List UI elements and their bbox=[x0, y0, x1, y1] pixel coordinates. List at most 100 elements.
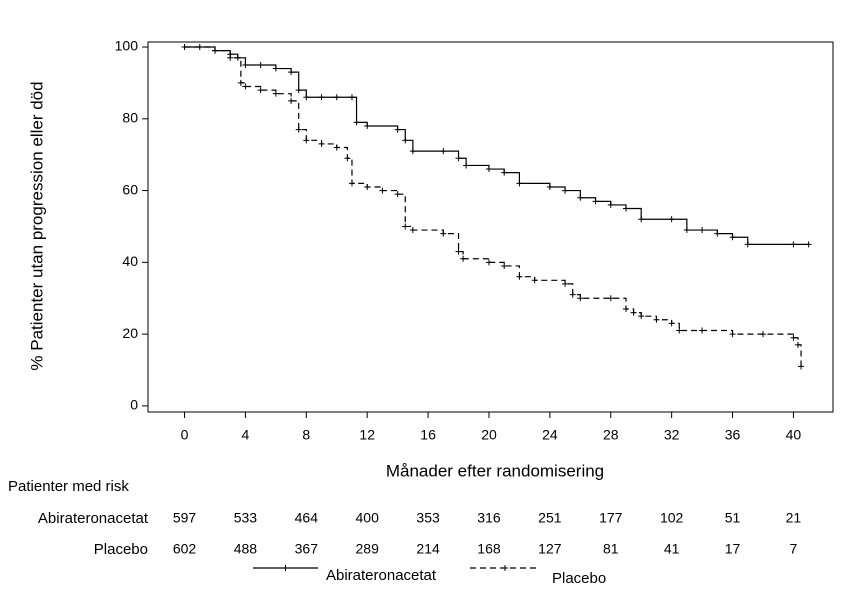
censor-mark bbox=[379, 187, 386, 194]
censor-mark bbox=[546, 183, 553, 190]
risk-count: 597 bbox=[173, 510, 197, 526]
censor-mark bbox=[237, 79, 244, 86]
censor-mark bbox=[242, 83, 249, 90]
censor-mark bbox=[318, 94, 325, 101]
censor-mark bbox=[805, 241, 812, 248]
x-tick-label: 40 bbox=[786, 427, 802, 443]
censor-mark bbox=[622, 205, 629, 212]
censor-mark bbox=[569, 291, 576, 298]
risk-count: 168 bbox=[477, 541, 501, 557]
censor-mark bbox=[501, 262, 508, 269]
y-tick-label: 100 bbox=[115, 38, 139, 54]
risk-count: 81 bbox=[603, 541, 619, 557]
censor-mark bbox=[638, 216, 645, 223]
censor-mark bbox=[531, 277, 538, 284]
risk-count: 127 bbox=[538, 541, 562, 557]
censor-mark bbox=[257, 61, 264, 68]
risk-count: 289 bbox=[356, 541, 380, 557]
censor-mark bbox=[638, 313, 645, 320]
censor-mark bbox=[333, 94, 340, 101]
censor-mark bbox=[257, 87, 264, 94]
censor-mark bbox=[516, 180, 523, 187]
x-tick-label: 24 bbox=[542, 427, 558, 443]
censor-mark bbox=[181, 44, 188, 51]
censor-mark bbox=[798, 363, 805, 370]
risk-count: 51 bbox=[725, 510, 741, 526]
censor-mark bbox=[455, 155, 462, 162]
censor-mark bbox=[790, 241, 797, 248]
risk-count: 102 bbox=[660, 510, 684, 526]
legend-marker bbox=[282, 565, 289, 571]
x-tick-label: 0 bbox=[181, 427, 189, 443]
risk-count: 316 bbox=[477, 510, 501, 526]
censor-mark bbox=[440, 230, 447, 237]
risk-table-title: Patienter med risk bbox=[8, 478, 129, 495]
x-tick-label: 36 bbox=[725, 427, 741, 443]
survival-line bbox=[184, 46, 802, 367]
x-tick-label: 20 bbox=[481, 427, 497, 443]
x-tick-label: 4 bbox=[242, 427, 250, 443]
risk-count: 214 bbox=[416, 541, 440, 557]
censor-mark bbox=[790, 334, 797, 341]
risk-count: 464 bbox=[295, 510, 319, 526]
censor-mark bbox=[353, 119, 360, 126]
risk-count: 533 bbox=[234, 510, 258, 526]
censor-mark bbox=[653, 316, 660, 323]
censor-mark bbox=[562, 187, 569, 194]
censor-mark bbox=[699, 227, 706, 234]
censor-mark bbox=[211, 47, 218, 54]
risk-count: 400 bbox=[356, 510, 380, 526]
risk-count: 602 bbox=[173, 541, 197, 557]
x-tick-label: 16 bbox=[420, 427, 436, 443]
censor-mark bbox=[295, 126, 302, 133]
censor-mark bbox=[364, 183, 371, 190]
y-tick-label: 0 bbox=[130, 397, 138, 413]
censor-mark bbox=[607, 295, 614, 302]
censor-mark bbox=[303, 137, 310, 144]
censor-mark bbox=[668, 320, 675, 327]
legend-label: Placebo bbox=[552, 570, 606, 587]
censor-mark bbox=[577, 295, 584, 302]
censor-mark bbox=[303, 94, 310, 101]
risk-count: 7 bbox=[790, 541, 798, 557]
risk-count: 17 bbox=[725, 541, 741, 557]
censor-mark bbox=[630, 309, 637, 316]
y-axis-label: % Patienter utan progression eller död bbox=[27, 81, 46, 370]
censor-mark bbox=[409, 227, 416, 234]
censor-mark bbox=[402, 223, 409, 230]
censor-mark bbox=[394, 126, 401, 133]
censor-mark bbox=[288, 69, 295, 76]
legend-marker bbox=[502, 565, 508, 571]
y-tick-label: 20 bbox=[122, 325, 138, 341]
x-axis-label: Månader efter randomisering bbox=[386, 461, 604, 480]
censor-mark bbox=[295, 87, 302, 94]
censor-mark bbox=[622, 306, 629, 313]
censor-mark bbox=[485, 259, 492, 266]
risk-count: 41 bbox=[664, 541, 680, 557]
censor-mark bbox=[699, 327, 706, 334]
survival-line bbox=[184, 46, 809, 246]
risk-row-label: Placebo bbox=[94, 541, 148, 558]
censor-mark bbox=[501, 169, 508, 176]
censor-mark bbox=[668, 216, 675, 223]
censor-mark bbox=[516, 273, 523, 280]
censor-mark bbox=[227, 54, 234, 61]
censor-mark bbox=[318, 140, 325, 147]
y-tick-label: 80 bbox=[122, 110, 138, 126]
risk-count: 488 bbox=[234, 541, 258, 557]
censor-mark bbox=[440, 148, 447, 155]
plot-frame bbox=[147, 41, 834, 413]
censor-mark bbox=[460, 255, 467, 262]
censor-mark bbox=[714, 230, 721, 237]
x-tick-label: 28 bbox=[603, 427, 619, 443]
censor-mark bbox=[607, 201, 614, 208]
legend-label: Abirateronacetat bbox=[326, 567, 437, 584]
risk-count: 353 bbox=[416, 510, 440, 526]
risk-count: 177 bbox=[599, 510, 623, 526]
censor-mark bbox=[409, 148, 416, 155]
censor-mark bbox=[744, 241, 751, 248]
censor-mark bbox=[759, 331, 766, 338]
censor-mark bbox=[455, 248, 462, 255]
x-tick-label: 32 bbox=[664, 427, 680, 443]
